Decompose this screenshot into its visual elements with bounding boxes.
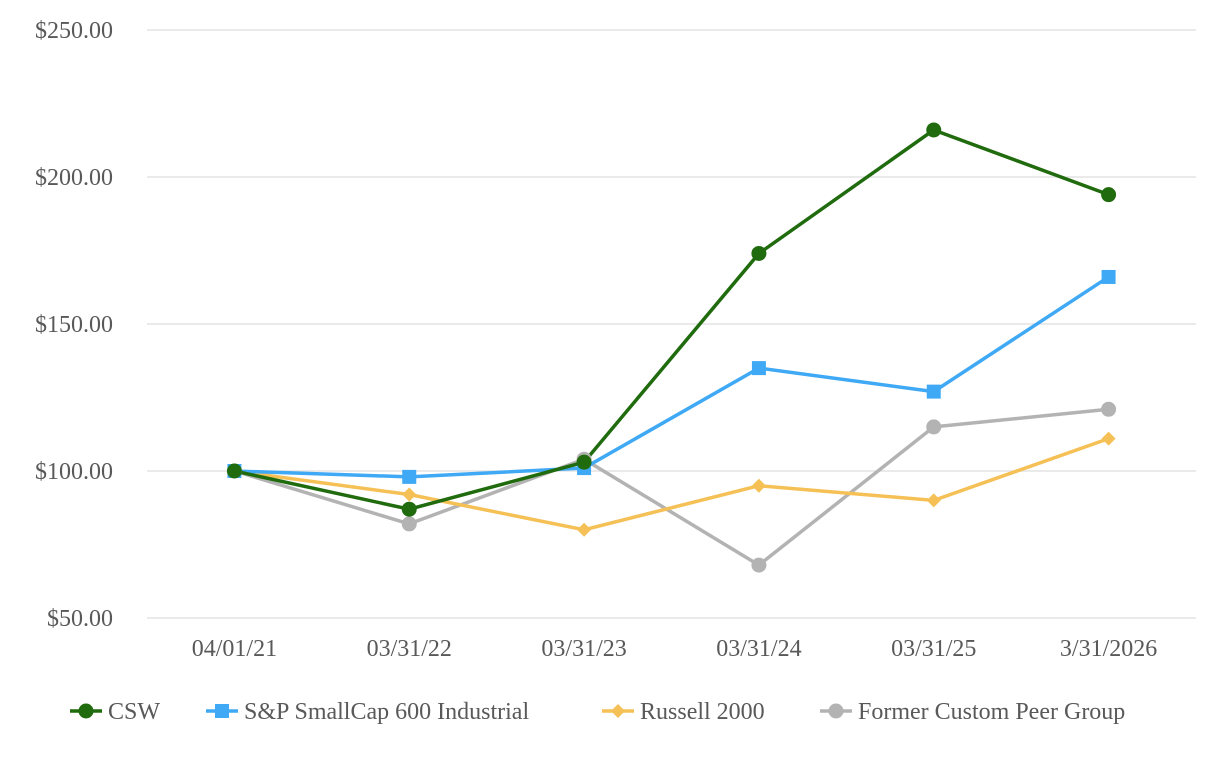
data-point <box>402 487 417 502</box>
series-line <box>233 407 1109 567</box>
data-point <box>751 361 766 376</box>
x-tick-label: 03/31/24 <box>716 636 801 662</box>
series-lines <box>233 128 1110 567</box>
data-point <box>926 122 942 138</box>
legend: CSW S&P SmallCap 600 Industrial Russell 20… <box>70 699 1125 725</box>
series-line <box>234 275 1110 479</box>
data-point <box>577 522 592 537</box>
data-point <box>1101 401 1117 417</box>
x-axis-ticks: 04/01/21 03/31/22 03/31/23 03/31/24 03/31/25… <box>192 636 1158 662</box>
data-point <box>751 245 767 261</box>
series-markers <box>226 122 1117 573</box>
data-point <box>926 493 941 508</box>
x-tick-label: 03/31/22 <box>367 636 452 662</box>
x-tick-label: 3/31/2026 <box>1060 636 1157 662</box>
legend-marker-swatch <box>828 703 844 719</box>
y-tick-label: $200.00 <box>35 165 113 191</box>
data-point <box>926 384 941 399</box>
legend-label: S&P SmallCap 600 Industrial <box>244 699 529 725</box>
x-tick-label: 03/31/23 <box>541 636 626 662</box>
x-tick-label: 04/01/21 <box>192 636 277 662</box>
y-tick-label: $150.00 <box>35 312 113 338</box>
data-point <box>576 454 592 470</box>
data-point <box>1101 431 1116 446</box>
legend-item: Russell 2000 <box>602 699 765 725</box>
legend-item: CSW <box>70 699 160 725</box>
data-point <box>751 478 766 493</box>
data-point <box>1101 269 1116 284</box>
legend-item: S&P SmallCap 600 Industrial <box>206 699 529 725</box>
data-point <box>926 419 942 435</box>
data-point <box>401 516 417 532</box>
data-point <box>401 501 417 517</box>
legend-label: Former Custom Peer Group <box>858 699 1125 725</box>
data-point <box>402 469 417 484</box>
legend-label: Russell 2000 <box>640 699 765 725</box>
legend-marker-swatch <box>78 703 94 719</box>
series-line <box>234 128 1110 511</box>
y-tick-label: $250.00 <box>35 18 113 44</box>
y-tick-label: $50.00 <box>47 606 113 632</box>
y-axis-ticks: $50.00 $100.00 $150.00 $200.00 $250.00 <box>35 18 113 632</box>
data-point <box>751 557 767 573</box>
legend-item: Former Custom Peer Group <box>820 699 1125 725</box>
legend-label: CSW <box>108 699 160 725</box>
data-point <box>226 463 242 479</box>
legend-marker-swatch <box>611 704 625 718</box>
data-point <box>1101 187 1117 203</box>
series-line <box>234 437 1110 532</box>
legend-marker-swatch <box>215 704 229 718</box>
y-tick-label: $100.00 <box>35 459 113 485</box>
x-tick-label: 03/31/25 <box>891 636 976 662</box>
